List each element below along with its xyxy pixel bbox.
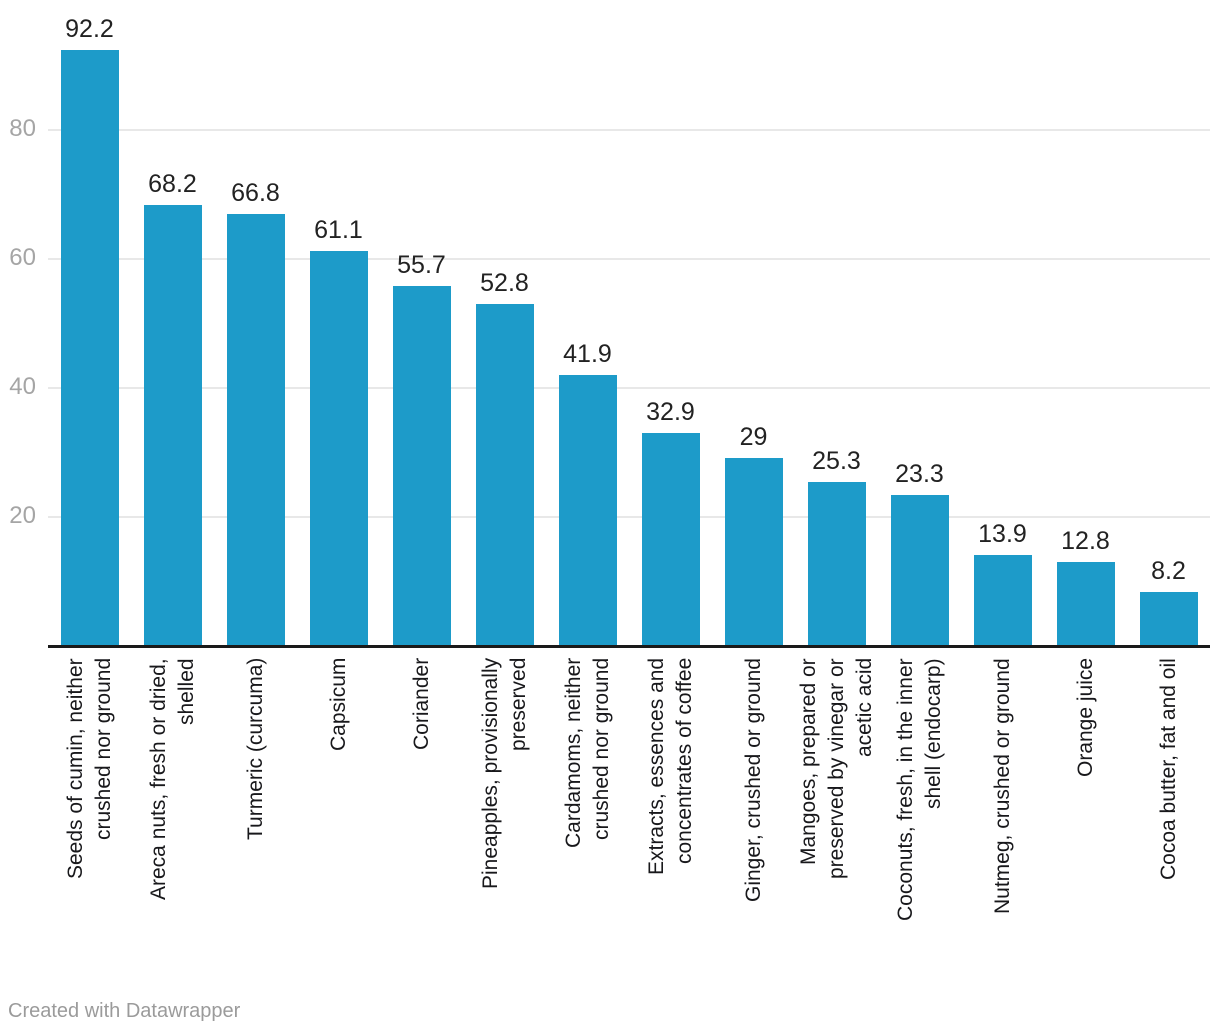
bar-column: 13.9 bbox=[961, 0, 1044, 645]
x-label-cell: Mangoes, prepared or preserved by vinega… bbox=[795, 658, 878, 968]
category-label: Nutmeg, crushed or ground bbox=[990, 658, 1014, 914]
x-label-cell: Nutmeg, crushed or ground bbox=[961, 658, 1044, 968]
category-label: Orange juice bbox=[1073, 658, 1097, 778]
bar-value-label: 66.8 bbox=[231, 179, 280, 208]
bar-value-label: 29 bbox=[739, 422, 768, 451]
x-label-cell: Seeds of cumin, neither crushed nor grou… bbox=[48, 658, 131, 968]
x-label-cell: Capsicum bbox=[297, 658, 380, 968]
x-label-cell: Coconuts, fresh, in the inner shell (end… bbox=[878, 658, 961, 968]
bar-column: 92.2 bbox=[48, 0, 131, 645]
category-label: Ginger, crushed or ground bbox=[741, 658, 765, 902]
y-tick-label-80: 80 bbox=[9, 115, 36, 142]
bar bbox=[724, 457, 783, 645]
bar bbox=[558, 374, 617, 645]
x-label-cell: Cardamoms, neither crushed nor ground bbox=[546, 658, 629, 968]
bar-value-label: 52.8 bbox=[480, 269, 529, 298]
bar-value-label: 8.2 bbox=[1151, 557, 1186, 586]
category-label: Seeds of cumin, neither crushed nor grou… bbox=[63, 658, 115, 879]
x-label-cell: Pineapples, provisionally preserved bbox=[463, 658, 546, 968]
bar-column: 8.2 bbox=[1127, 0, 1210, 645]
category-label: Cardamoms, neither crushed nor ground bbox=[561, 658, 613, 849]
bar-value-label: 13.9 bbox=[978, 520, 1027, 549]
x-axis-line bbox=[48, 645, 1210, 648]
bar bbox=[60, 50, 119, 645]
bar-value-label: 68.2 bbox=[148, 170, 197, 199]
bar bbox=[1139, 592, 1198, 645]
bar bbox=[143, 205, 202, 645]
gridline-40 bbox=[48, 387, 1210, 389]
gridline-20 bbox=[48, 516, 1210, 518]
gridline-60 bbox=[48, 258, 1210, 260]
bar-value-label: 32.9 bbox=[646, 397, 695, 426]
bar-column: 25.3 bbox=[795, 0, 878, 645]
bar-column: 66.8 bbox=[214, 0, 297, 645]
bar bbox=[1056, 562, 1115, 645]
x-axis-labels: Seeds of cumin, neither crushed nor grou… bbox=[48, 658, 1210, 968]
bar-value-label: 23.3 bbox=[895, 459, 944, 488]
y-tick-label-40: 40 bbox=[9, 373, 36, 400]
x-label-cell: Areca nuts, fresh or dried, shelled bbox=[131, 658, 214, 968]
bar-column: 29 bbox=[712, 0, 795, 645]
bar-column: 52.8 bbox=[463, 0, 546, 645]
bar bbox=[475, 304, 534, 645]
category-label: Turmeric (curcuma) bbox=[243, 658, 267, 841]
bar bbox=[226, 214, 285, 645]
gridline-80 bbox=[48, 129, 1210, 131]
bar bbox=[392, 285, 451, 645]
bar-column: 41.9 bbox=[546, 0, 629, 645]
category-label: Mangoes, prepared or preserved by vinega… bbox=[796, 658, 876, 879]
category-label: Areca nuts, fresh or dried, shelled bbox=[146, 658, 198, 900]
y-tick-label-20: 20 bbox=[9, 502, 36, 529]
x-label-cell: Extracts, essences and concentrates of c… bbox=[629, 658, 712, 968]
category-label: Coriander bbox=[409, 658, 433, 751]
bar-column: 55.7 bbox=[380, 0, 463, 645]
category-label: Pineapples, provisionally preserved bbox=[478, 658, 530, 890]
bar-value-label: 55.7 bbox=[397, 250, 446, 279]
bar bbox=[973, 555, 1032, 645]
x-label-cell: Coriander bbox=[380, 658, 463, 968]
x-label-cell: Cocoa butter, fat and oil bbox=[1127, 658, 1210, 968]
bar bbox=[641, 432, 700, 645]
bar-value-label: 92.2 bbox=[65, 15, 114, 44]
bar-value-label: 12.8 bbox=[1061, 527, 1110, 556]
category-label: Capsicum bbox=[326, 658, 350, 752]
category-label: Cocoa butter, fat and oil bbox=[1156, 658, 1180, 880]
category-label: Extracts, essences and concentrates of c… bbox=[644, 658, 696, 876]
bar-value-label: 25.3 bbox=[812, 446, 861, 475]
bar-column: 23.3 bbox=[878, 0, 961, 645]
bar-column: 61.1 bbox=[297, 0, 380, 645]
plot-area: 20 40 60 80 92.2 68.2 66.8 61.1 55.7 52.8 41.9 32.… bbox=[9, 0, 1210, 648]
x-label-cell: Turmeric (curcuma) bbox=[214, 658, 297, 968]
datawrapper-attribution: Created with Datawrapper bbox=[8, 1000, 241, 1022]
bar bbox=[890, 494, 949, 645]
x-label-cell: Ginger, crushed or ground bbox=[712, 658, 795, 968]
bar-value-label: 61.1 bbox=[314, 215, 363, 244]
bars-row: 92.2 68.2 66.8 61.1 55.7 52.8 41.9 32.9 29 25.3 23… bbox=[48, 0, 1210, 645]
y-tick-label-60: 60 bbox=[9, 244, 36, 271]
bar-column: 12.8 bbox=[1044, 0, 1127, 645]
bar-value-label: 41.9 bbox=[563, 339, 612, 368]
bar-column: 68.2 bbox=[131, 0, 214, 645]
bar-column: 32.9 bbox=[629, 0, 712, 645]
bar bbox=[309, 250, 368, 645]
x-label-cell: Orange juice bbox=[1044, 658, 1127, 968]
category-label: Coconuts, fresh, in the inner shell (end… bbox=[893, 658, 945, 921]
bar bbox=[807, 481, 866, 645]
